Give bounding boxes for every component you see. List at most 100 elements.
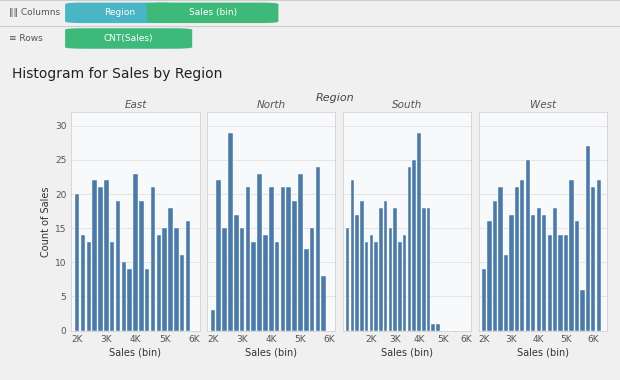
Bar	[223, 228, 227, 331]
Bar	[156, 235, 161, 331]
Bar	[384, 201, 388, 331]
Bar	[310, 228, 314, 331]
Title: North: North	[257, 100, 286, 110]
Bar	[526, 160, 530, 331]
Bar	[281, 187, 285, 331]
Text: Region: Region	[316, 93, 354, 103]
Bar	[374, 242, 378, 331]
Bar	[370, 235, 373, 331]
FancyBboxPatch shape	[147, 3, 278, 23]
Bar	[81, 235, 85, 331]
Bar	[180, 255, 184, 331]
Bar	[139, 201, 144, 331]
Bar	[133, 174, 138, 331]
Bar	[145, 269, 149, 331]
Bar	[427, 208, 430, 331]
X-axis label: Sales (bin): Sales (bin)	[517, 347, 569, 357]
Text: ≡ Rows: ≡ Rows	[9, 34, 43, 43]
Bar	[174, 228, 179, 331]
Bar	[292, 201, 297, 331]
Bar	[398, 242, 402, 331]
FancyBboxPatch shape	[65, 28, 192, 49]
Bar	[536, 208, 541, 331]
Bar	[269, 187, 273, 331]
Bar	[365, 242, 368, 331]
Text: CNT(Sales): CNT(Sales)	[104, 34, 153, 43]
Bar	[520, 180, 525, 331]
Bar	[186, 221, 190, 331]
FancyBboxPatch shape	[65, 3, 175, 23]
Bar	[346, 228, 350, 331]
X-axis label: Sales (bin): Sales (bin)	[110, 347, 161, 357]
Bar	[553, 208, 557, 331]
Title: East: East	[124, 100, 147, 110]
Bar	[355, 215, 359, 331]
Bar	[407, 167, 411, 331]
Bar	[531, 215, 535, 331]
Bar	[275, 242, 280, 331]
Bar	[228, 133, 232, 331]
Bar	[360, 201, 364, 331]
Bar	[110, 242, 115, 331]
Bar	[596, 180, 601, 331]
Bar	[104, 180, 108, 331]
Bar	[263, 235, 268, 331]
Bar	[569, 180, 574, 331]
Bar	[575, 221, 579, 331]
Bar	[564, 235, 568, 331]
Bar	[591, 187, 595, 331]
Bar	[211, 310, 215, 331]
Bar	[162, 228, 167, 331]
Bar	[116, 201, 120, 331]
Y-axis label: Count of Sales: Count of Sales	[41, 186, 51, 256]
Bar	[75, 194, 79, 331]
Text: Histogram for Sales by Region: Histogram for Sales by Region	[12, 67, 223, 81]
Bar	[127, 269, 132, 331]
Bar	[515, 187, 519, 331]
Bar	[252, 242, 256, 331]
Bar	[122, 262, 126, 331]
Bar	[482, 269, 486, 331]
Bar	[504, 255, 508, 331]
Bar	[586, 146, 590, 331]
Bar	[509, 215, 513, 331]
Bar	[98, 187, 103, 331]
Bar	[403, 235, 407, 331]
Bar	[322, 276, 326, 331]
Bar	[87, 242, 91, 331]
Bar	[498, 187, 503, 331]
Bar	[412, 160, 416, 331]
X-axis label: Sales (bin): Sales (bin)	[246, 347, 297, 357]
Bar	[151, 187, 155, 331]
Title: South: South	[392, 100, 422, 110]
Bar	[493, 201, 497, 331]
Bar	[436, 324, 440, 331]
Bar	[216, 180, 221, 331]
Text: Region: Region	[104, 8, 136, 17]
Bar	[257, 174, 262, 331]
Bar	[298, 174, 303, 331]
Bar	[389, 228, 392, 331]
Bar	[393, 208, 397, 331]
Bar	[432, 324, 435, 331]
Bar	[240, 228, 244, 331]
Bar	[286, 187, 291, 331]
Text: Sales (bin): Sales (bin)	[188, 8, 237, 17]
Text: ‖‖ Columns: ‖‖ Columns	[9, 8, 60, 17]
X-axis label: Sales (bin): Sales (bin)	[381, 347, 433, 357]
Bar	[316, 167, 320, 331]
Bar	[92, 180, 97, 331]
Bar	[246, 187, 250, 331]
Bar	[168, 208, 173, 331]
Bar	[487, 221, 492, 331]
Bar	[234, 215, 239, 331]
Bar	[379, 208, 383, 331]
Bar	[580, 290, 585, 331]
Bar	[304, 249, 309, 331]
Title: West: West	[529, 100, 556, 110]
Bar	[559, 235, 563, 331]
Bar	[350, 180, 354, 331]
Bar	[542, 215, 546, 331]
Bar	[547, 235, 552, 331]
Bar	[417, 133, 421, 331]
